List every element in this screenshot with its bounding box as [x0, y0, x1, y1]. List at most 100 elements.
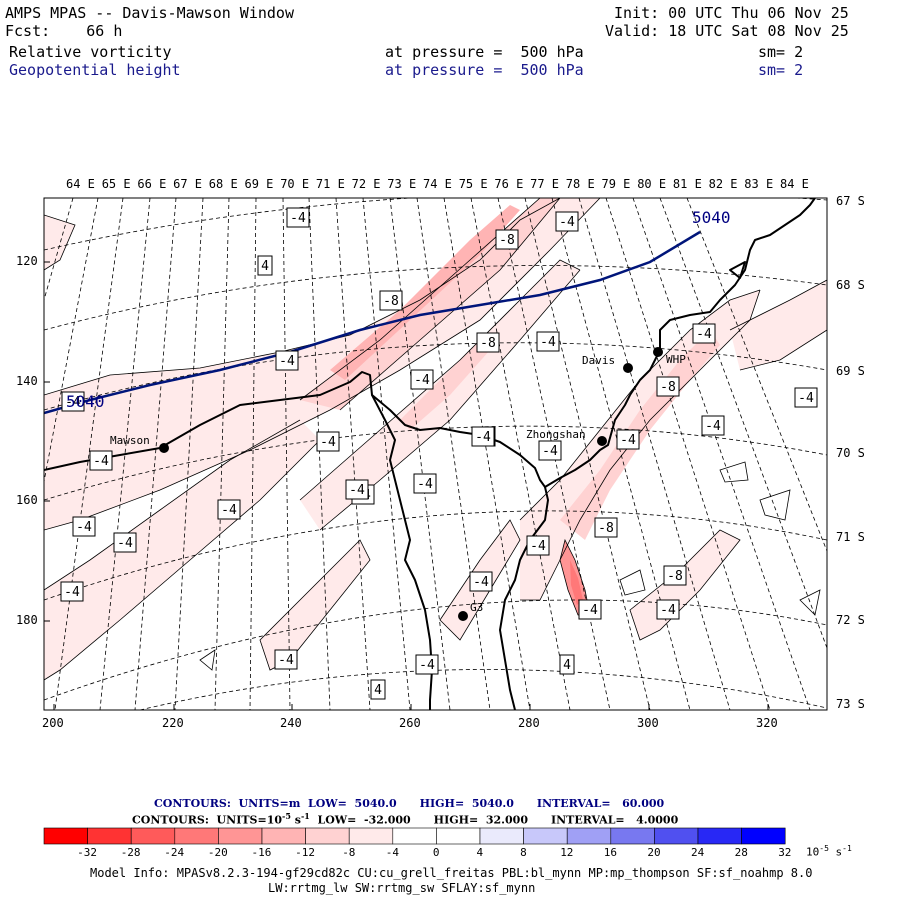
y-tick-label: 180	[16, 613, 38, 627]
colorbar-label: -20	[207, 846, 228, 859]
vorticity-label: -4	[696, 327, 712, 342]
vorticity-label: -4	[475, 430, 491, 445]
colorbar-unit-exp2: -1	[842, 844, 852, 853]
colorbar-label: 0	[432, 846, 440, 859]
colorbar-label: -32	[77, 846, 97, 859]
vorticity-label: -8	[480, 336, 496, 351]
lon-label: 84 E	[780, 177, 809, 191]
colorbar-swatch	[43, 827, 88, 845]
vorticity-label: -4	[530, 539, 546, 554]
lat-label: 72 S	[836, 613, 865, 627]
axis-ticks	[44, 261, 769, 710]
vorticity-label-box	[692, 323, 716, 344]
x-tick-label: 280	[518, 716, 540, 730]
model-info-line2: LW:rrtmg_lw SW:rrtmg_sw SFLAY:sf_mynn	[268, 881, 536, 895]
vorticity-label: -4	[798, 391, 814, 406]
vorticity-label-box	[594, 517, 618, 538]
vorticity-label: -4	[221, 503, 237, 518]
field2-smoothing: sm= 2	[758, 61, 804, 79]
station-davis-marker	[623, 363, 633, 373]
map-frame	[43, 197, 828, 711]
colorbar-unit-exp: -5	[819, 844, 829, 853]
map-title: AMPS MPAS -- Davis-Mawson Window	[5, 4, 294, 22]
y-tick-label: 120	[16, 254, 38, 268]
vorticity-label-box	[61, 391, 85, 412]
lon-label: 69 E	[244, 177, 274, 191]
vorticity-label-box	[495, 229, 519, 250]
colorbar-swatch	[392, 827, 437, 845]
station-zhongshan-marker	[597, 436, 607, 446]
lon-label: 64 E	[66, 177, 95, 191]
lon-label: 79 E	[601, 177, 631, 191]
vorticity-label-box	[526, 535, 550, 556]
valid-time: Valid: 18 UTC Sat 08 Nov 25	[605, 22, 849, 40]
vorticity-label: 4	[563, 658, 571, 673]
colorbar-swatch	[654, 827, 699, 845]
x-tick-label: 300	[637, 716, 659, 730]
vorticity-label-box	[578, 599, 602, 620]
colorbar-swatch	[566, 827, 612, 845]
height-label-left: 5040	[66, 392, 105, 411]
vorticity-label-box	[656, 599, 680, 620]
vorticity-label: -4	[620, 433, 636, 448]
vorticity-label-box	[415, 654, 439, 675]
lon-label: 74 E	[423, 177, 452, 191]
colorbar-label: 24	[691, 846, 705, 859]
legend-vorticity-contours: CONTOURS: UNITS=10-5 s-1 LOW= -32.000 HI…	[132, 811, 678, 827]
station-g3-marker	[458, 611, 468, 621]
vorticity-label: -4	[93, 454, 109, 469]
lon-label: 77 E	[530, 177, 559, 191]
vorticity-label-box	[663, 565, 687, 586]
vorticity-label: -4	[64, 585, 80, 600]
legend-vort-exp2: -1	[300, 811, 310, 821]
colorbar-swatch	[87, 827, 132, 845]
vorticity-label-box	[536, 331, 560, 352]
colorbar-unit-base: 10	[806, 845, 820, 859]
colorbar-label: 12	[560, 846, 574, 859]
y-tick-label: 140	[16, 374, 38, 388]
vorticity-label: -4	[349, 483, 365, 498]
station-mawson-label: Mawson	[110, 434, 150, 447]
lon-label: 82 E	[708, 177, 738, 191]
colorbar-swatch	[348, 827, 394, 845]
vorticity-label-box	[89, 450, 113, 471]
longitude-gridlines	[44, 198, 827, 710]
latitude-gridlines	[44, 198, 827, 710]
colorbar-label: -4	[385, 846, 400, 859]
lon-label: 78 E	[565, 177, 595, 191]
x-tick-label: 260	[399, 716, 421, 730]
colorbar-label: -24	[164, 846, 185, 859]
colorbar-label: 32	[778, 846, 792, 859]
vorticity-label-box	[656, 376, 680, 397]
lon-label: 75 E	[458, 177, 488, 191]
vorticity-label-box	[286, 207, 310, 228]
vorticity-label-box	[413, 473, 437, 494]
vorticity-label-box	[379, 290, 403, 311]
vorticity-label-box	[469, 571, 493, 592]
vorticity-label: -4	[540, 335, 556, 350]
lon-label: 70 E	[280, 177, 310, 191]
colorbar-swatch	[523, 827, 568, 845]
colorbar-swatch	[741, 827, 786, 845]
lon-label: 81 E	[672, 177, 702, 191]
field2-name: Geopotential height	[9, 61, 181, 79]
height-label-right: 5040	[692, 208, 731, 227]
vorticity-label-box	[257, 255, 273, 276]
colorbar-swatch	[305, 827, 350, 845]
vorticity-label-box	[345, 479, 369, 500]
lon-label: 67 E	[173, 177, 202, 191]
colorbar-swatch	[436, 827, 481, 845]
vorticity-label: 4	[261, 259, 269, 274]
vorticity-label: -4	[582, 603, 598, 618]
vorticity-label-box	[476, 332, 500, 353]
colorbar-swatch	[610, 827, 655, 845]
station-markers	[159, 347, 663, 621]
colorbar	[43, 827, 786, 845]
colorbar-label: -28	[120, 846, 141, 859]
colorbar-swatch	[174, 827, 219, 845]
station-mawson-marker	[159, 443, 169, 453]
station-davis-label: Davis	[582, 354, 616, 367]
y-tick-label: 160	[16, 493, 38, 507]
colorbar-unit: 10-5 s-1	[806, 844, 852, 859]
legend-vort-s: s	[290, 813, 301, 827]
